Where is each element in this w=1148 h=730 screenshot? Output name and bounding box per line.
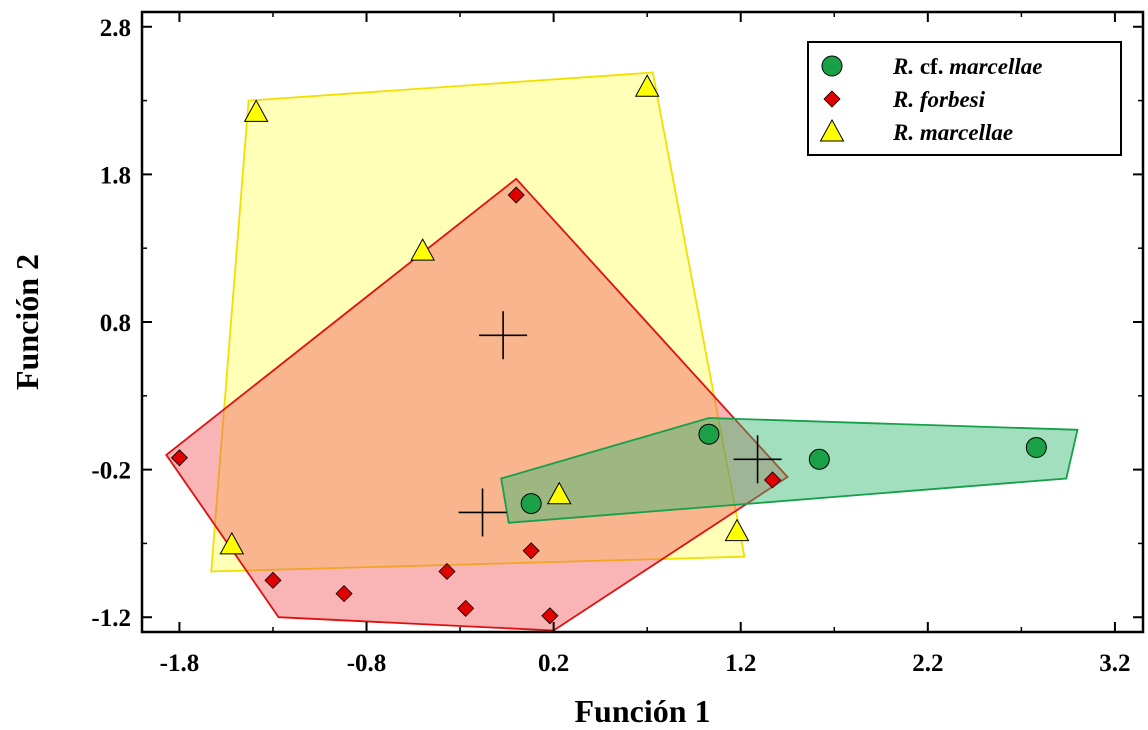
legend-item-0: R. cf. marcellae <box>821 54 1042 79</box>
legend-item-1: R. forbesi <box>823 87 986 112</box>
y-tick-label: -1.2 <box>91 605 131 632</box>
legend-item-2: R. marcellae <box>819 118 1013 145</box>
x-tick-label: -1.8 <box>160 650 200 677</box>
hull-1 <box>165 177 789 632</box>
axis-ticks <box>142 12 1143 632</box>
data-point-diamond-1-4 <box>457 599 475 617</box>
legend-label: R. cf. marcellae <box>892 54 1042 79</box>
y-tick-label: -0.2 <box>91 458 131 485</box>
data-point-diamond-1-2 <box>335 585 353 603</box>
legend-marker-circle <box>821 55 843 77</box>
hull-0 <box>500 417 1079 524</box>
y-axis-title: Función 2 <box>9 254 45 390</box>
legend-label: R. marcellae <box>892 120 1013 145</box>
x-axis-title: Función 1 <box>574 693 710 729</box>
centroid-cross-2 <box>479 311 528 360</box>
data-point-diamond-1-7 <box>541 607 559 625</box>
data-point-triangle-2-3 <box>546 481 572 505</box>
data-point-diamond-1-5 <box>507 186 525 204</box>
legend-box <box>807 41 1122 156</box>
data-point-circle-0-3 <box>1025 436 1047 458</box>
x-tick-label: 2.2 <box>912 650 943 677</box>
legend-marker-diamond <box>823 90 841 108</box>
x-tick-label: 3.2 <box>1099 650 1130 677</box>
y-tick-label: 0.8 <box>100 310 131 337</box>
x-tick-label: 0.2 <box>538 650 569 677</box>
x-tick-label: -0.8 <box>347 650 387 677</box>
data-point-circle-0-2 <box>808 448 830 470</box>
legend-marker-triangle <box>819 118 845 142</box>
data-point-circle-0-1 <box>698 423 720 445</box>
axis-tick-labels: -1.8 -0.8 0.2 1.2 2.2 3.2 -1.2 -0.2 0.8 1.8 2.8 <box>91 15 1130 677</box>
y-tick-label: 1.8 <box>100 162 131 189</box>
data-point-diamond-1-8 <box>763 471 782 489</box>
centroid-cross-0 <box>733 435 782 484</box>
data-point-diamond-1-1 <box>264 571 282 589</box>
data-point-triangle-2-1 <box>243 99 269 122</box>
data-point-diamond-1-0 <box>170 449 188 467</box>
data-point-diamond-1-3 <box>438 562 456 581</box>
group-centroids <box>458 311 782 537</box>
legend-label: R. forbesi <box>892 87 986 112</box>
data-point-triangle-2-5 <box>724 518 750 542</box>
group-hulls <box>165 71 1079 632</box>
data-point-triangle-2-4 <box>634 74 660 97</box>
y-tick-label: 2.8 <box>100 15 131 42</box>
legend: R. cf. marcellae R. forbesi R. marcellae <box>807 41 1122 156</box>
x-tick-label: 1.2 <box>725 650 756 677</box>
centroid-cross-1 <box>458 488 507 537</box>
data-point-circle-0-0 <box>520 493 542 515</box>
data-point-diamond-1-6 <box>522 542 540 560</box>
data-point-triangle-2-2 <box>410 238 435 261</box>
data-point-triangle-2-0 <box>219 531 245 555</box>
data-points <box>170 74 1047 625</box>
